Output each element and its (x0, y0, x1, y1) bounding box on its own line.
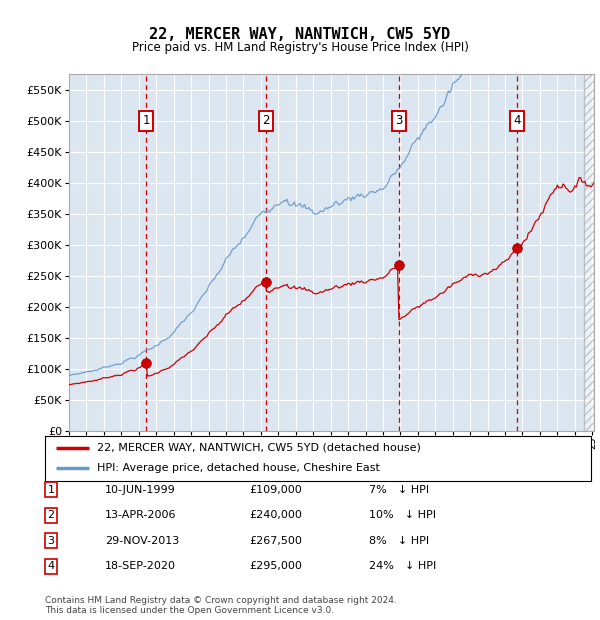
Text: 10-JUN-1999: 10-JUN-1999 (105, 485, 176, 495)
Text: Contains HM Land Registry data © Crown copyright and database right 2024.
This d: Contains HM Land Registry data © Crown c… (45, 596, 397, 615)
Text: 10% ↓ HPI: 10% ↓ HPI (369, 510, 436, 520)
Text: 1: 1 (143, 115, 150, 127)
Text: 29-NOV-2013: 29-NOV-2013 (105, 536, 179, 546)
Text: 3: 3 (395, 115, 403, 127)
Text: 2: 2 (47, 510, 55, 520)
Text: £109,000: £109,000 (249, 485, 302, 495)
Text: 13-APR-2006: 13-APR-2006 (105, 510, 176, 520)
Text: 24% ↓ HPI: 24% ↓ HPI (369, 561, 436, 571)
Text: 4: 4 (514, 115, 521, 127)
Text: 4: 4 (47, 561, 55, 571)
Text: £267,500: £267,500 (249, 536, 302, 546)
Text: 8% ↓ HPI: 8% ↓ HPI (369, 536, 429, 546)
Text: 2: 2 (262, 115, 269, 127)
Text: 22, MERCER WAY, NANTWICH, CW5 5YD: 22, MERCER WAY, NANTWICH, CW5 5YD (149, 27, 451, 42)
Text: 3: 3 (47, 536, 55, 546)
Text: HPI: Average price, detached house, Cheshire East: HPI: Average price, detached house, Ches… (97, 463, 380, 474)
Text: Price paid vs. HM Land Registry's House Price Index (HPI): Price paid vs. HM Land Registry's House … (131, 41, 469, 53)
Text: £295,000: £295,000 (249, 561, 302, 571)
Text: 1: 1 (47, 485, 55, 495)
Text: 18-SEP-2020: 18-SEP-2020 (105, 561, 176, 571)
Text: £240,000: £240,000 (249, 510, 302, 520)
Text: 22, MERCER WAY, NANTWICH, CW5 5YD (detached house): 22, MERCER WAY, NANTWICH, CW5 5YD (detac… (97, 443, 421, 453)
Bar (584, 74, 594, 431)
Text: 7% ↓ HPI: 7% ↓ HPI (369, 485, 429, 495)
